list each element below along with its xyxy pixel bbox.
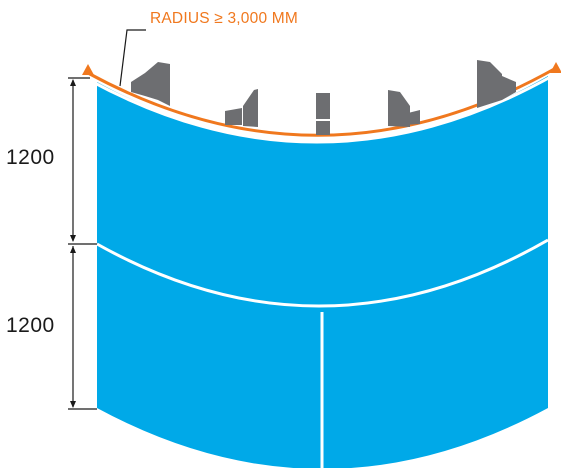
viewpoint-icon-left — [225, 89, 258, 127]
viewpoint-icon-center — [316, 93, 330, 135]
dimension-line-upper — [68, 77, 90, 242]
radius-leader-line — [119, 29, 146, 87]
horizontal-panel-seam — [96, 238, 549, 308]
viewpoint-icon-far-right — [477, 60, 516, 108]
upper-height-label: 1200 — [6, 146, 55, 169]
viewpoint-icon-far-left — [131, 62, 170, 106]
top-edge-gap — [90, 73, 555, 144]
dimension-line-lower — [68, 243, 97, 410]
arc-end-marker-left — [82, 64, 94, 75]
radius-label: RADIUS ≥ 3,000 MM — [150, 10, 299, 27]
curved-led-wall — [97, 76, 548, 468]
arc-end-marker-right — [550, 62, 561, 73]
lower-height-label: 1200 — [6, 314, 55, 337]
viewpoint-icon-right — [388, 90, 420, 127]
